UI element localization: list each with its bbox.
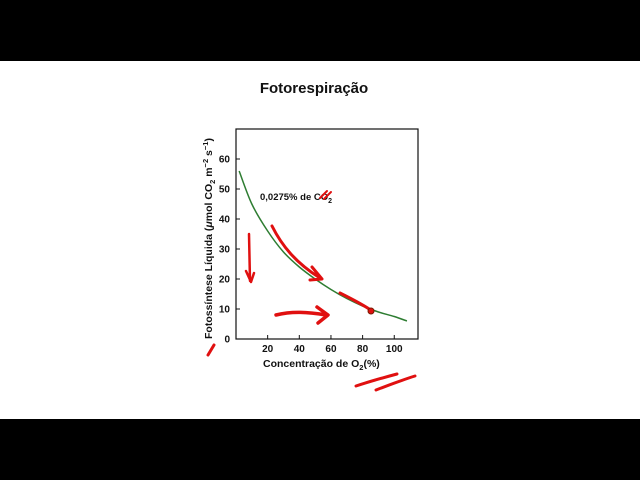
pen-arrow-down <box>244 232 256 284</box>
pen-arrow-curve-down <box>270 224 324 282</box>
x-tick-label: 40 <box>294 344 306 355</box>
y-tick-label: 0 <box>224 335 230 346</box>
pen-arrow-curve-right <box>338 291 374 313</box>
x-tick-label: 80 <box>357 344 369 355</box>
pen-dot <box>367 307 375 315</box>
y-tick-label: 30 <box>219 245 231 256</box>
x-axis-title: Concentração de O2(%) <box>263 358 380 372</box>
y-tick-label: 60 <box>219 155 231 166</box>
tick-marks <box>236 158 395 340</box>
pen-slash-mark <box>319 190 332 200</box>
y-tick-label: 10 <box>219 305 231 316</box>
pen-underline-2 <box>374 374 417 392</box>
pen-arrow-right <box>274 305 330 325</box>
x-tick-label: 20 <box>262 344 274 355</box>
series-line <box>238 170 408 322</box>
tick-labels: 20 40 60 80 100 0 10 20 30 40 50 60 <box>219 155 403 356</box>
x-tick-label: 100 <box>386 344 403 355</box>
y-tick-label: 20 <box>219 275 231 286</box>
co2-annotation: 0,0275% de CO2 <box>260 192 332 205</box>
y-tick-label: 50 <box>219 185 231 196</box>
pen-annotations <box>206 190 417 392</box>
y-axis-title: Fotossíntese Líquida (μmol CO2 m−2 s−1) <box>201 138 217 339</box>
plot-frame <box>235 128 419 340</box>
slide-title: Fotorespiração <box>259 80 369 97</box>
x-tick-label: 60 <box>325 344 337 355</box>
pen-mark-left <box>206 343 216 357</box>
slide-canvas: Fotorespiração 20 40 60 80 100 0 10 20 30 40 50 60 … <box>0 61 640 419</box>
y-tick-label: 40 <box>219 215 231 226</box>
pen-underline-1 <box>354 372 399 388</box>
